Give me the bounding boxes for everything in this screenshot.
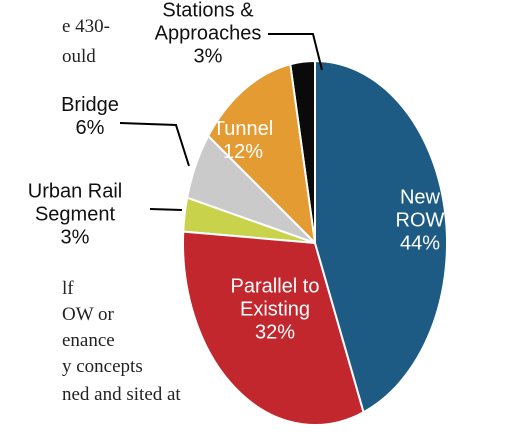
- value-label: 3%: [60, 226, 90, 249]
- slice-label: Stations & Approaches 3%: [143, 0, 273, 69]
- slice-label: Parallel to Existing 32%: [215, 276, 335, 345]
- value-label: 6%: [75, 117, 105, 139]
- background-text: ned and sited at: [62, 384, 181, 405]
- background-text: enance: [62, 330, 115, 351]
- slice-label: New ROW 44%: [390, 187, 450, 256]
- category-label: Tunnel: [212, 118, 274, 140]
- category-label: Urban Rail Segment: [27, 180, 123, 226]
- leader-line: [149, 208, 183, 211]
- pie-slice: [314, 59, 448, 414]
- category-label: Stations & Approaches: [154, 0, 262, 45]
- leader-line: [119, 122, 190, 167]
- background-text: lf: [62, 278, 74, 299]
- background-text: y concepts: [62, 356, 143, 377]
- pie-slice: [181, 230, 365, 426]
- category-label: Bridge: [61, 94, 119, 116]
- value-label: 12%: [222, 141, 264, 163]
- slice-label: Bridge 6%: [50, 94, 130, 140]
- background-text: e 430-: [62, 16, 111, 37]
- slice-label: Tunnel 12%: [203, 118, 283, 164]
- category-label: New ROW: [395, 186, 445, 232]
- pie-slice: [206, 62, 317, 246]
- value-label: 32%: [254, 321, 296, 344]
- value-label: 44%: [399, 232, 441, 255]
- background-text: OW or: [62, 304, 114, 325]
- value-label: 3%: [193, 45, 223, 68]
- category-label: Parallel to Existing: [230, 275, 320, 321]
- leader-line: [268, 33, 323, 71]
- background-text: ould: [62, 46, 96, 67]
- slice-label: Urban Rail Segment 3%: [10, 181, 140, 250]
